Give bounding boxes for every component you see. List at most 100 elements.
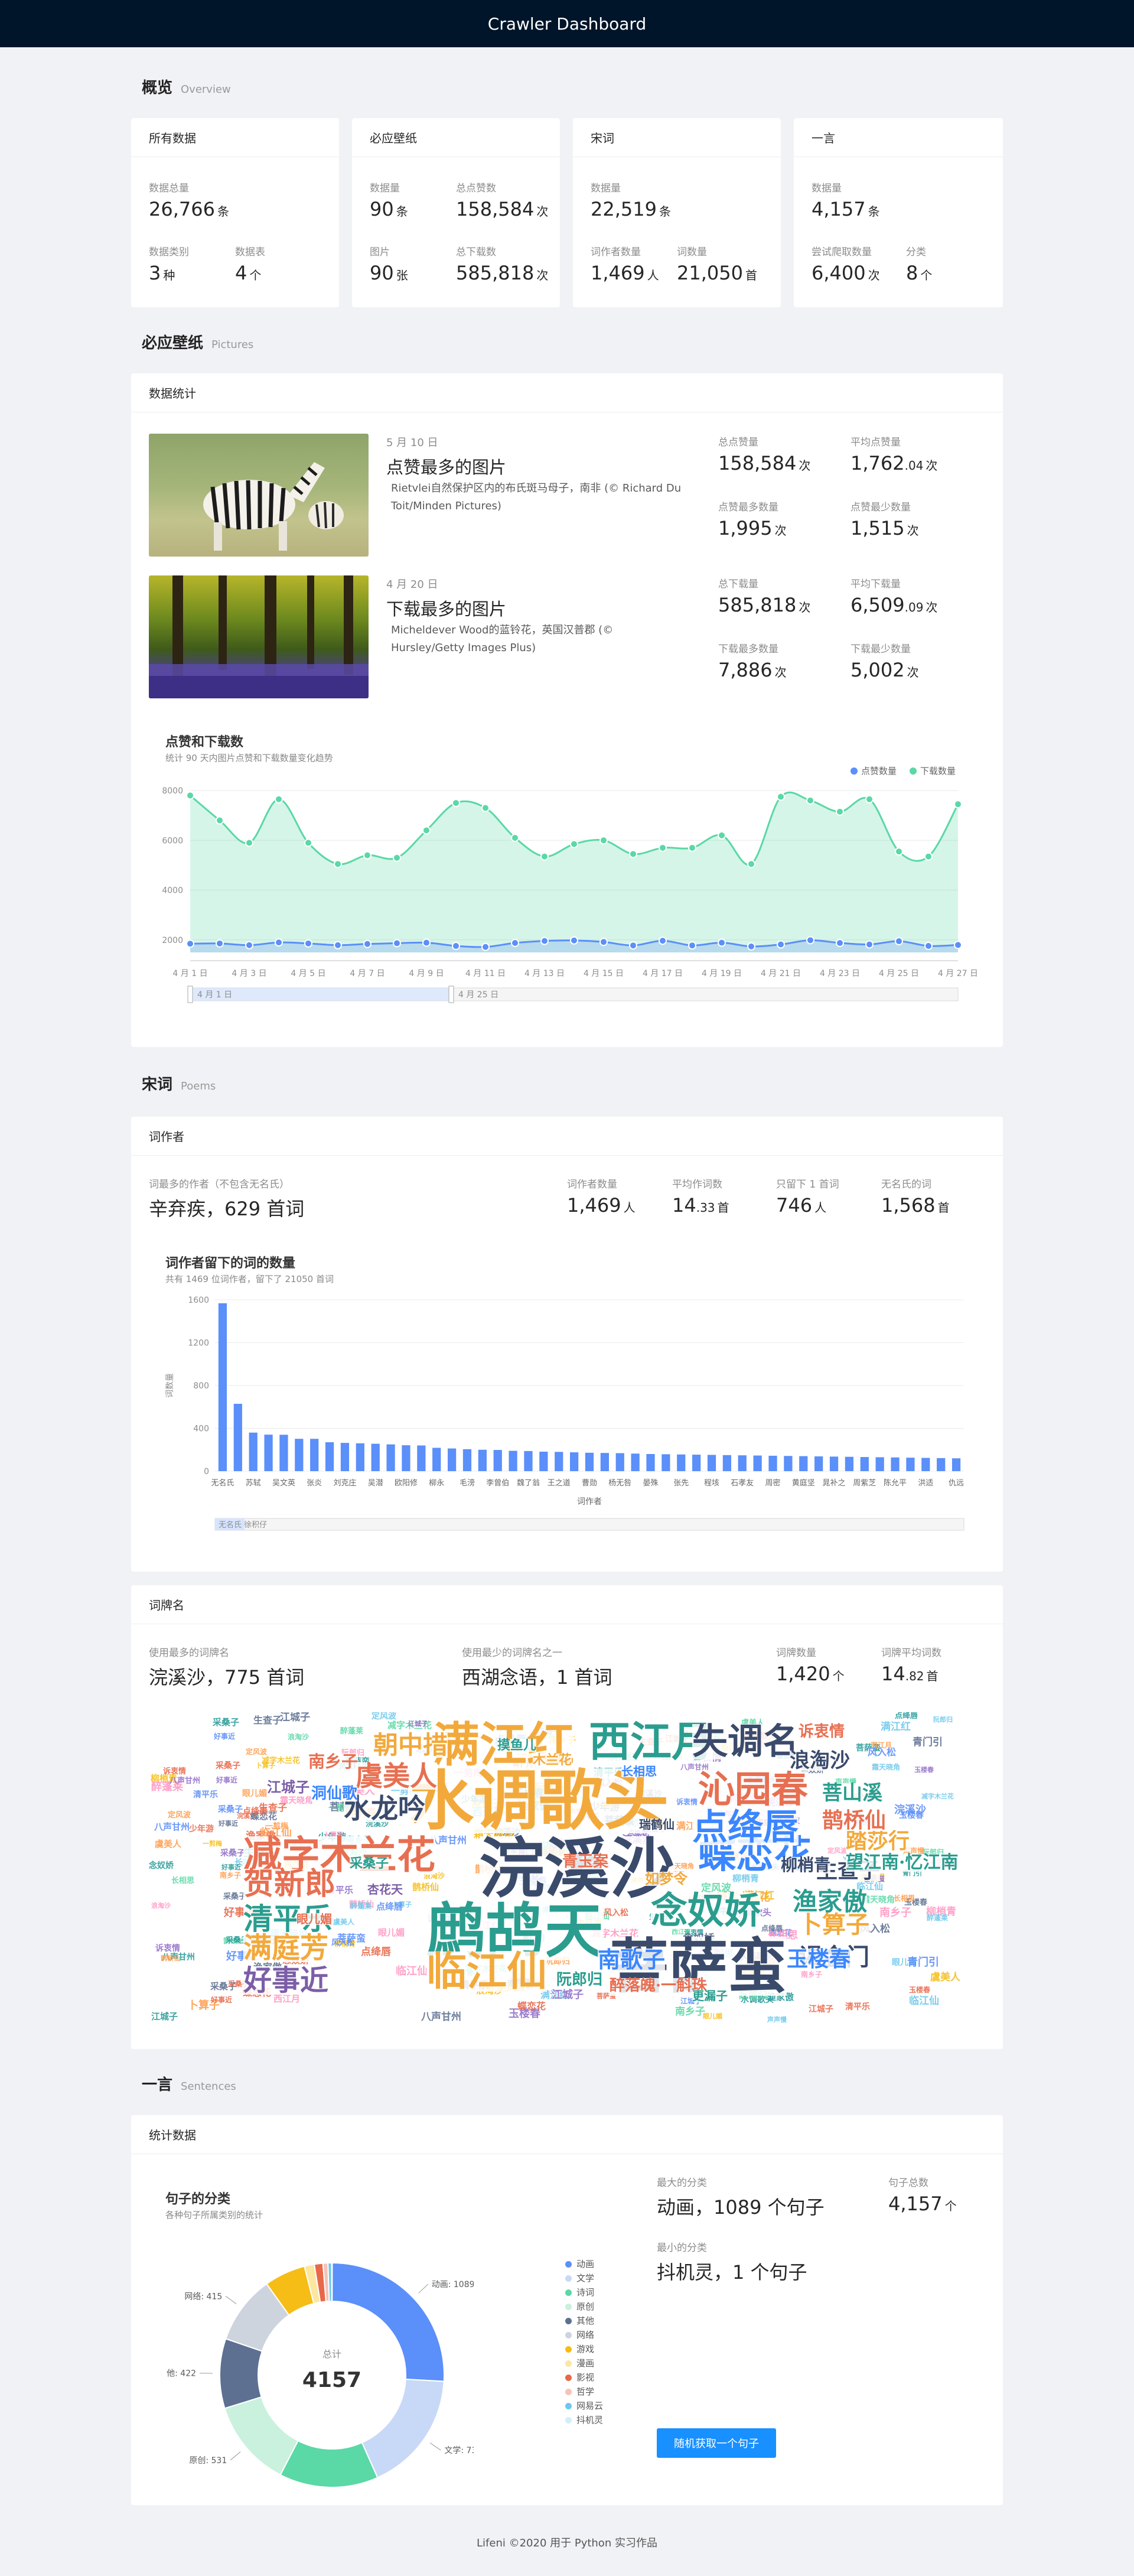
wordcloud-word: 贺新郎: [243, 1866, 336, 1902]
most-liked-image[interactable]: [149, 434, 369, 557]
legend-item[interactable]: 动画: [565, 2257, 603, 2271]
most-liked-desc: Rietvlei自然保护区内的布氏斑马母子，南非 (© Richard Du T…: [391, 482, 682, 512]
tunes-card: 词牌名 使用最多的词牌名 浣溪沙，775 首词 使用最少的词牌名之一 西湖念语，1 …: [131, 1585, 1003, 2049]
legend-downloads[interactable]: 下载数量: [910, 765, 956, 777]
wordcloud-minor-word: 长相思: [171, 1876, 195, 1885]
category-chart-subtitle: 各种句子所属类别的统计: [165, 2210, 263, 2220]
data-point: [186, 791, 194, 800]
author-bar: [264, 1435, 273, 1471]
legend-item[interactable]: 哲学: [565, 2385, 603, 2399]
x-tick-label: 4 月 25 日: [879, 969, 919, 978]
legend-likes[interactable]: 点赞数量: [850, 765, 897, 777]
legend-item[interactable]: 抖机灵: [565, 2413, 603, 2427]
likes-downloads-chart[interactable]: 2000 4000 6000 8000 4 月 1 日 4 月 3 日 4 月 5 日 4 月…: [131, 775, 1003, 1023]
author-bar: [249, 1432, 258, 1471]
stat-avg-downloads: 平均下载量 6,509.09 次: [850, 578, 938, 616]
y-axis-label: 词数量: [165, 1373, 175, 1398]
legend-item[interactable]: 文学: [565, 2271, 603, 2285]
author-bar: [692, 1455, 701, 1471]
author-bar: [371, 1443, 380, 1471]
data-point: [452, 799, 460, 808]
author-chart-title: 词作者留下的词的数量: [165, 1256, 296, 1271]
slice-leader: [230, 2451, 241, 2461]
data-point: [659, 843, 667, 852]
data-point: [216, 939, 224, 948]
wordcloud-minor-word: 江城子: [809, 2005, 833, 2014]
data-point: [334, 941, 342, 949]
author-bar: [677, 1454, 686, 1471]
author-bar: [539, 1452, 548, 1471]
category-legend[interactable]: 动画 文学 诗词 原创 其他 网络 游戏 漫画 影视 哲学 网易云 抖机灵: [565, 2257, 603, 2427]
most-downloaded-image[interactable]: [149, 575, 369, 698]
author-bar: [555, 1452, 563, 1471]
wordcloud-word: 更漏子: [692, 1989, 728, 2003]
data-point: [511, 938, 519, 947]
stat-sentence-total: 句子总数 4,157 个: [888, 2177, 957, 2215]
legend-item[interactable]: 游戏: [565, 2342, 603, 2356]
random-sentence-button[interactable]: 随机获取一个句子: [657, 2428, 776, 2458]
author-bar: [814, 1456, 823, 1471]
author-bar: [600, 1453, 609, 1471]
x-tick-label: 4 月 9 日: [409, 969, 444, 978]
author-bar: [310, 1439, 319, 1471]
wordcloud-word: 玉楼春: [787, 1947, 851, 1972]
stat-categories: 数据类别 3 种: [149, 246, 189, 284]
donut-slice: [331, 2262, 445, 2382]
author-bar: [356, 1443, 364, 1471]
stat-smallest-category: 最小的分类 抖机灵，1 个句子: [657, 2242, 807, 2284]
wordcloud-word: 临江仙: [426, 1948, 548, 1995]
data-point: [895, 847, 903, 856]
wordcloud-minor-word: 定风波: [372, 1712, 396, 1721]
wordcloud-minor-word: 生查子: [253, 1715, 282, 1726]
legend-item[interactable]: 网易云: [565, 2399, 603, 2413]
legend-item[interactable]: 原创: [565, 2299, 603, 2314]
wordcloud-word: 卜算子: [799, 1911, 869, 1938]
wordcloud-minor-word: 点绛唇: [895, 1712, 918, 1720]
wordcloud-word: 沁园春: [698, 1768, 809, 1811]
stat-categories: 分类 8 个: [906, 246, 933, 284]
wordcloud-minor-word: 眼儿媚: [378, 1927, 405, 1938]
stat-total-likes: 总点赞量 158,584 次: [718, 437, 811, 474]
wordcloud-minor-word: 卜算子: [256, 1762, 275, 1770]
stat-total-downloads: 总下载量 585,818 次: [718, 578, 811, 616]
wordcloud-minor-word: 虞美人: [930, 1972, 960, 1983]
card-title: 数据统计: [131, 373, 1003, 412]
app-title: Crawler Dashboard: [487, 14, 647, 34]
data-point: [481, 942, 490, 951]
legend-item[interactable]: 影视: [565, 2370, 603, 2385]
category-donut-chart[interactable]: 动画: 1089 文学: 734 原创: 531 其他: 422 网络: 415 总计 41…: [167, 2222, 474, 2493]
x-tick-label: 晁补之: [823, 1479, 846, 1488]
author-bar: [462, 1449, 472, 1471]
likes-downloads-legend[interactable]: 点赞数量 下载数量: [850, 765, 956, 777]
wordcloud-minor-word: 一剪梅: [265, 1822, 289, 1831]
author-bar: [417, 1445, 426, 1471]
x-tick-label: 陈允平: [884, 1478, 907, 1488]
wordcloud-minor-word: 蝶恋花: [250, 1811, 278, 1822]
legend-item[interactable]: 漫画: [565, 2356, 603, 2370]
wordcloud-minor-word: 卜算子: [188, 1999, 220, 2012]
wordcloud-minor-word: 江城子: [408, 1720, 428, 1728]
legend-item[interactable]: 诗词: [565, 2285, 603, 2299]
wordcloud-minor-word: 临江仙: [396, 1965, 428, 1977]
wordcloud-minor-word: 诉衷情: [163, 1767, 187, 1776]
x-tick-label: 魏了翁: [517, 1479, 540, 1488]
y-tick-label: 800: [193, 1381, 209, 1391]
x-tick-label: 石孝友: [731, 1478, 754, 1488]
stat-avg-poems: 平均作词数 14.33 首: [672, 1179, 729, 1217]
author-bar: [325, 1442, 334, 1471]
legend-item[interactable]: 网络: [565, 2328, 603, 2342]
data-point: [629, 941, 637, 950]
legend-item[interactable]: 其他: [565, 2314, 603, 2328]
wordcloud-minor-word: 八声甘州: [680, 1763, 709, 1771]
wordcloud-minor-word: 西江月: [273, 1993, 301, 2004]
author-bar: [707, 1455, 716, 1471]
donut-center-value: 4157: [302, 2368, 361, 2392]
wordcloud-minor-word: 一剪梅: [203, 1840, 222, 1848]
stat-total: 数据总量 26,766 条: [149, 183, 229, 220]
wordcloud-minor-word: 青门引: [913, 1736, 943, 1748]
sentences-section-title: 一言 Sentences: [142, 2076, 236, 2094]
data-point: [245, 941, 253, 949]
author-bar: [402, 1445, 410, 1471]
donut-slice: [224, 2396, 299, 2476]
